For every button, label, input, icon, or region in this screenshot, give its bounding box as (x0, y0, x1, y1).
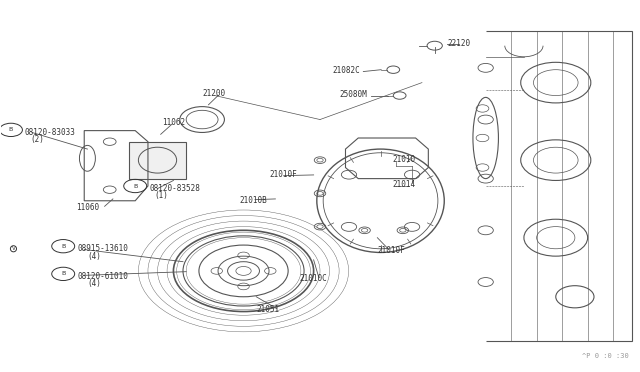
Text: 08120-83033: 08120-83033 (25, 128, 76, 137)
Text: 21051: 21051 (256, 305, 280, 314)
Text: B: B (61, 272, 65, 276)
Text: 11062: 11062 (162, 118, 185, 127)
Text: 21014: 21014 (392, 180, 415, 189)
Text: (2): (2) (30, 135, 44, 144)
Text: 21010F: 21010F (269, 170, 297, 179)
Text: 25080M: 25080M (339, 90, 367, 99)
Polygon shape (129, 142, 186, 179)
Text: B: B (9, 127, 13, 132)
Text: B: B (61, 244, 65, 249)
Text: 08915-13610: 08915-13610 (77, 244, 128, 253)
Text: 22120: 22120 (447, 39, 470, 48)
Text: (4): (4) (88, 279, 101, 288)
Text: 08120-83528: 08120-83528 (149, 184, 200, 193)
Text: 21200: 21200 (202, 89, 225, 98)
Text: 21010: 21010 (392, 155, 415, 164)
Text: 08120-61010: 08120-61010 (77, 272, 128, 281)
Text: 21010F: 21010F (378, 246, 405, 255)
Text: (1): (1) (154, 192, 168, 201)
Text: 21082C: 21082C (333, 66, 360, 75)
Text: V: V (12, 246, 15, 251)
Text: 11060: 11060 (77, 203, 100, 212)
Text: (4): (4) (88, 251, 101, 261)
Text: 21010B: 21010B (239, 196, 267, 205)
Text: B: B (133, 183, 138, 189)
Text: ^P 0 :0 :30: ^P 0 :0 :30 (582, 353, 629, 359)
Text: 21010C: 21010C (300, 274, 327, 283)
